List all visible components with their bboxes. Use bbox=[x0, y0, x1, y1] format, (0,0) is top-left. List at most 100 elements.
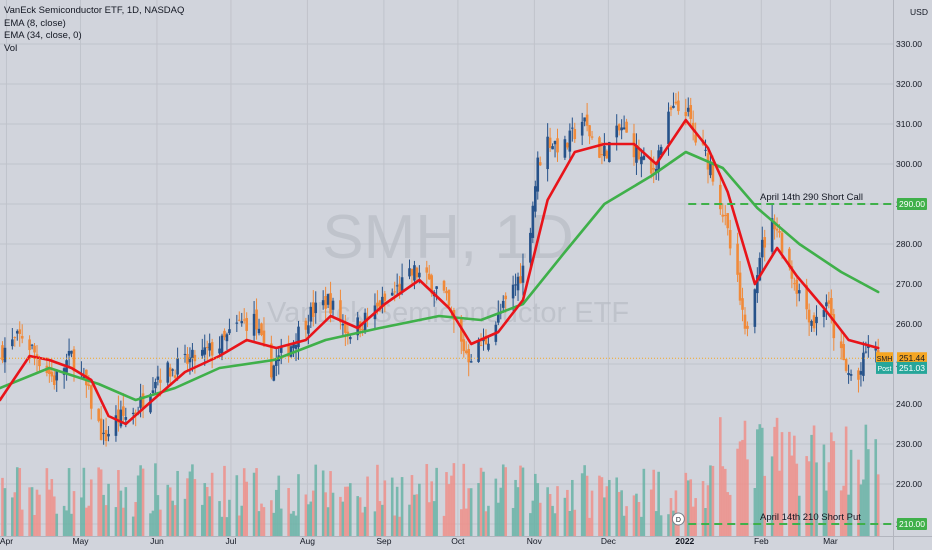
candle-body bbox=[763, 237, 767, 248]
volume-bar bbox=[534, 473, 537, 536]
volume-bar bbox=[760, 427, 764, 536]
candle-body bbox=[849, 374, 853, 376]
volume-bar bbox=[240, 505, 244, 536]
candle-body bbox=[497, 312, 500, 323]
y-tick-label: 260.00 bbox=[896, 319, 922, 329]
y-tick-label: 220.00 bbox=[896, 479, 922, 489]
x-tick-label: Jun bbox=[150, 536, 164, 546]
candle-body bbox=[324, 296, 327, 309]
candle-body bbox=[484, 335, 488, 345]
candle-body bbox=[534, 186, 537, 212]
volume-bar bbox=[864, 424, 868, 536]
volume-bar bbox=[321, 470, 325, 536]
volume-bar bbox=[208, 496, 211, 536]
volume-bar bbox=[511, 507, 515, 536]
volume-bar bbox=[548, 493, 552, 536]
candle-body bbox=[307, 325, 310, 334]
volume-bar bbox=[166, 484, 170, 536]
volume-bar bbox=[867, 449, 870, 536]
candle-body bbox=[746, 325, 749, 329]
ema8-line bbox=[0, 118, 880, 426]
candle-body bbox=[102, 432, 105, 435]
candle-body bbox=[33, 345, 36, 353]
volume-bar bbox=[220, 516, 224, 536]
y-tick-label: 310.00 bbox=[896, 119, 922, 129]
volume-bar bbox=[464, 508, 468, 536]
volume-bar bbox=[272, 512, 276, 536]
candle-body bbox=[208, 343, 211, 351]
candle-body bbox=[857, 370, 860, 380]
candle-body bbox=[262, 330, 266, 344]
volume-bar bbox=[580, 473, 584, 536]
legend-ema8[interactable]: EMA (8, close) bbox=[4, 17, 66, 29]
volume-bar bbox=[487, 505, 490, 536]
volume-bar bbox=[556, 486, 559, 536]
volume-bar bbox=[807, 461, 811, 536]
volume-bar bbox=[588, 517, 591, 536]
time-axis-bg bbox=[0, 536, 932, 550]
legend-ema34[interactable]: EMA (34, close, 0) bbox=[4, 30, 82, 41]
volume-bar bbox=[568, 511, 572, 536]
volume-bar bbox=[38, 494, 41, 536]
level-price-text: 290.00 bbox=[899, 199, 925, 209]
candle-body bbox=[640, 156, 643, 165]
volume-bar bbox=[460, 509, 463, 536]
volume-bar bbox=[640, 516, 643, 536]
legend-volume[interactable]: Vol bbox=[4, 42, 18, 54]
volume-bar bbox=[622, 515, 626, 536]
candle-body bbox=[3, 347, 7, 363]
volume-bar bbox=[97, 467, 100, 536]
candle-body bbox=[504, 295, 508, 300]
volume-bar bbox=[825, 490, 828, 536]
price-axis-bg bbox=[893, 0, 932, 550]
candle-body bbox=[571, 127, 574, 129]
volume-bar bbox=[361, 512, 364, 536]
volume-bar bbox=[376, 464, 379, 536]
candle-body bbox=[511, 284, 515, 299]
volume-bar bbox=[632, 495, 636, 536]
volume-bar bbox=[551, 505, 554, 536]
volume-bar bbox=[408, 504, 411, 536]
candle-body bbox=[686, 107, 690, 112]
candle-body bbox=[669, 107, 673, 110]
volume-bar bbox=[188, 471, 192, 536]
volume-bar bbox=[205, 487, 209, 536]
candle-body bbox=[704, 149, 707, 151]
volume-bar bbox=[171, 500, 174, 536]
volume-bar bbox=[563, 497, 567, 536]
candle-body bbox=[691, 122, 695, 131]
candle-body bbox=[361, 328, 364, 330]
volume-bar bbox=[279, 508, 283, 536]
level-price-tag bbox=[897, 198, 927, 210]
volume-bar bbox=[15, 467, 19, 536]
volume-bar bbox=[600, 477, 604, 536]
candle-body bbox=[516, 276, 520, 291]
volume-bar bbox=[3, 488, 7, 536]
volume-bar bbox=[504, 467, 508, 536]
x-tick-label: Dec bbox=[601, 536, 617, 546]
volume-bar bbox=[228, 499, 231, 536]
candle-body bbox=[114, 415, 118, 436]
volume-bar bbox=[410, 475, 414, 536]
candle-body bbox=[154, 381, 157, 389]
volume-bar bbox=[689, 479, 693, 536]
candle-body bbox=[292, 342, 295, 349]
candle-body bbox=[321, 300, 325, 306]
volume-bar bbox=[830, 432, 833, 536]
legend-symbol[interactable]: VanEck Semiconductor ETF, 1D, NASDAQ bbox=[4, 5, 185, 16]
volume-bar bbox=[743, 420, 747, 536]
volume-bar bbox=[435, 467, 438, 536]
candle-body bbox=[408, 268, 411, 277]
candle-body bbox=[469, 361, 473, 363]
candle-body bbox=[603, 145, 606, 157]
candle-body bbox=[245, 317, 248, 331]
volume-bar bbox=[842, 485, 845, 536]
volume-bar bbox=[393, 515, 396, 536]
volume-bar bbox=[154, 463, 157, 536]
volume-bar bbox=[156, 495, 160, 536]
ema34-line bbox=[0, 150, 880, 402]
volume-bar bbox=[99, 469, 103, 536]
volume-bar bbox=[546, 487, 549, 536]
candle-body bbox=[442, 280, 446, 291]
